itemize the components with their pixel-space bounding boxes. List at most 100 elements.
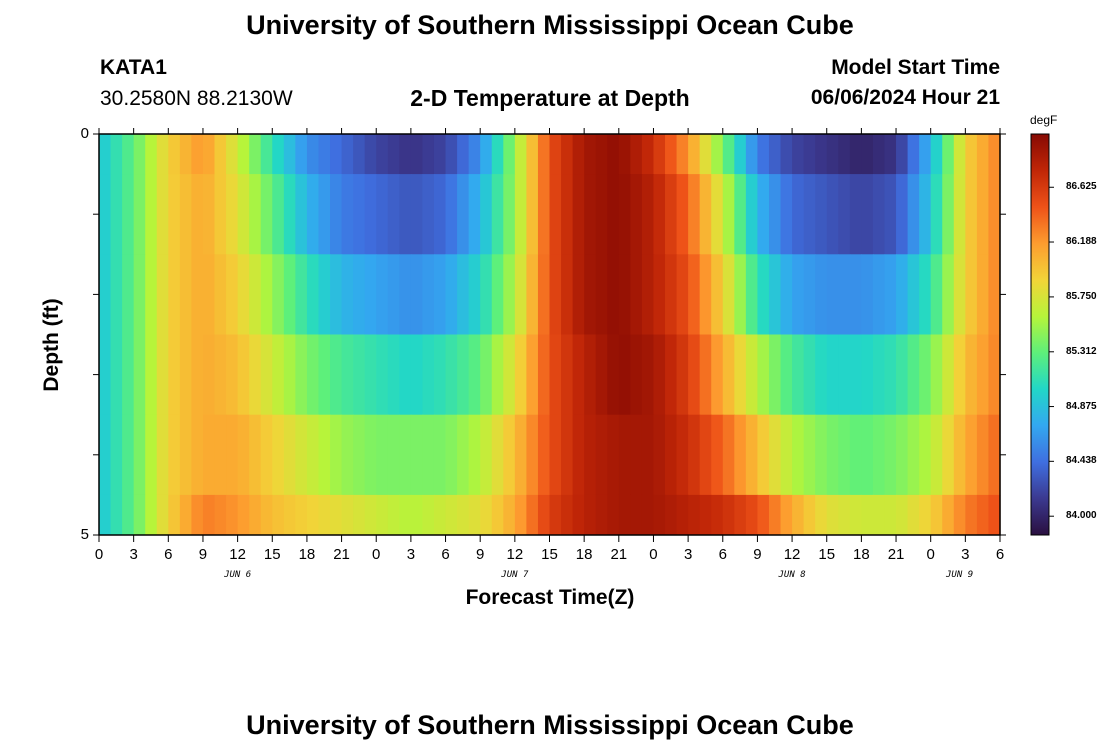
colorbar-tick-label: 84.000 <box>1066 510 1097 522</box>
heatmap-cell <box>711 134 724 175</box>
heatmap-cell <box>722 414 735 496</box>
heatmap-cell <box>468 494 481 536</box>
heatmap-cell <box>110 134 123 175</box>
heatmap-cell <box>688 134 701 175</box>
x-tick-label: 15 <box>818 546 836 563</box>
heatmap-cell <box>145 174 158 255</box>
heatmap-cell <box>965 414 978 496</box>
heatmap-cell <box>838 254 851 335</box>
heatmap-cell <box>306 414 320 496</box>
heatmap-cell <box>330 174 343 255</box>
heatmap-cell <box>711 414 724 496</box>
y-axis-ticks <box>93 133 1006 536</box>
plot-title: 2-D Temperature at Depth <box>410 85 690 111</box>
heatmap-cell <box>422 414 435 496</box>
heatmap-cell <box>526 254 539 335</box>
heatmap-cell <box>99 254 112 335</box>
heatmap-cell <box>595 134 608 175</box>
heatmap-cell <box>549 494 562 536</box>
x-tick-label: 6 <box>441 546 450 563</box>
heatmap-cell <box>399 174 412 255</box>
heatmap-cell <box>572 334 585 416</box>
heatmap-cell <box>942 494 955 536</box>
heatmap-cell <box>410 134 424 175</box>
heatmap-cell <box>699 254 712 335</box>
heatmap-cell <box>907 334 920 416</box>
heatmap-cell <box>896 174 909 255</box>
heatmap-cell <box>861 414 874 496</box>
heatmap-cell <box>688 414 701 496</box>
heatmap-cell <box>295 174 308 255</box>
heatmap-cell <box>884 494 897 536</box>
heatmap-cell <box>896 334 909 416</box>
heatmap-cell <box>99 414 112 496</box>
heatmap-cell <box>549 254 562 335</box>
heatmap-cell <box>480 494 493 536</box>
heatmap-cell <box>641 414 655 496</box>
heatmap-cell <box>641 134 655 175</box>
heatmap-cell <box>191 414 204 496</box>
heatmap-cell <box>122 334 135 416</box>
heatmap-cell <box>226 414 239 496</box>
heatmap-cell <box>445 174 458 255</box>
x-tick-label: 9 <box>753 546 762 563</box>
colorbar-tick-label: 86.625 <box>1066 181 1097 193</box>
heatmap-cell <box>630 494 643 536</box>
x-tick-label: 0 <box>94 546 104 563</box>
heatmap-cell <box>526 494 539 536</box>
heatmap-cell <box>618 334 631 416</box>
heatmap-cell <box>133 174 146 255</box>
heatmap-cell <box>849 254 862 335</box>
heatmap-cell <box>110 494 123 536</box>
heatmap-cell <box>168 174 181 255</box>
heatmap-cell <box>965 334 978 416</box>
heatmap-cell <box>249 334 262 416</box>
heatmap-cell <box>584 414 597 496</box>
heatmap-cell <box>387 334 400 416</box>
heatmap-cell <box>734 254 747 335</box>
heatmap-cell <box>861 174 874 255</box>
heatmap-cell <box>364 494 377 536</box>
heatmap-cell <box>780 334 793 416</box>
heatmap-cell <box>480 134 493 175</box>
heatmap-cell <box>584 254 597 335</box>
y-tick-label: 0 <box>80 125 89 142</box>
x-tick-label: 12 <box>506 546 524 563</box>
heatmap-cell <box>780 494 793 536</box>
x-tick-label: 3 <box>683 546 693 563</box>
heatmap-cell <box>896 254 909 335</box>
heatmap-cell <box>595 254 608 335</box>
heatmap-cell <box>295 494 308 536</box>
heatmap-cell <box>272 174 285 255</box>
heatmap-cell <box>353 254 366 335</box>
heatmap-cell <box>318 254 331 335</box>
heatmap-cell <box>433 414 447 496</box>
heatmap-cell <box>607 174 620 255</box>
heatmap-cell <box>561 334 574 416</box>
heatmap-cell <box>110 254 123 335</box>
heatmap-cell <box>387 134 400 175</box>
heatmap-cell <box>202 334 216 416</box>
heatmap-cell <box>745 494 759 536</box>
heatmap-cell <box>283 254 296 335</box>
colorbar-tick-label: 85.312 <box>1066 345 1097 357</box>
heatmap-cell <box>803 494 816 536</box>
heatmap-cell <box>318 334 331 416</box>
heatmap-cell <box>122 134 135 175</box>
heatmap-cell <box>549 134 562 175</box>
heatmap-cell <box>491 334 504 416</box>
heatmap-cell <box>572 494 585 536</box>
heatmap-cell <box>214 414 227 496</box>
heatmap-cell <box>480 414 493 496</box>
x-tick-label: 6 <box>718 546 727 563</box>
heatmap-cell <box>422 254 435 335</box>
heatmap-cell <box>156 334 169 416</box>
heatmap-cell <box>919 494 932 536</box>
x-tick-label: 18 <box>298 546 316 563</box>
heatmap-cell <box>272 134 285 175</box>
heatmap-cell <box>584 494 597 536</box>
heatmap-cell <box>976 174 990 255</box>
heatmap-cell <box>803 334 816 416</box>
x-tick-label: 21 <box>887 546 905 563</box>
x-tick-label: 12 <box>229 546 246 563</box>
